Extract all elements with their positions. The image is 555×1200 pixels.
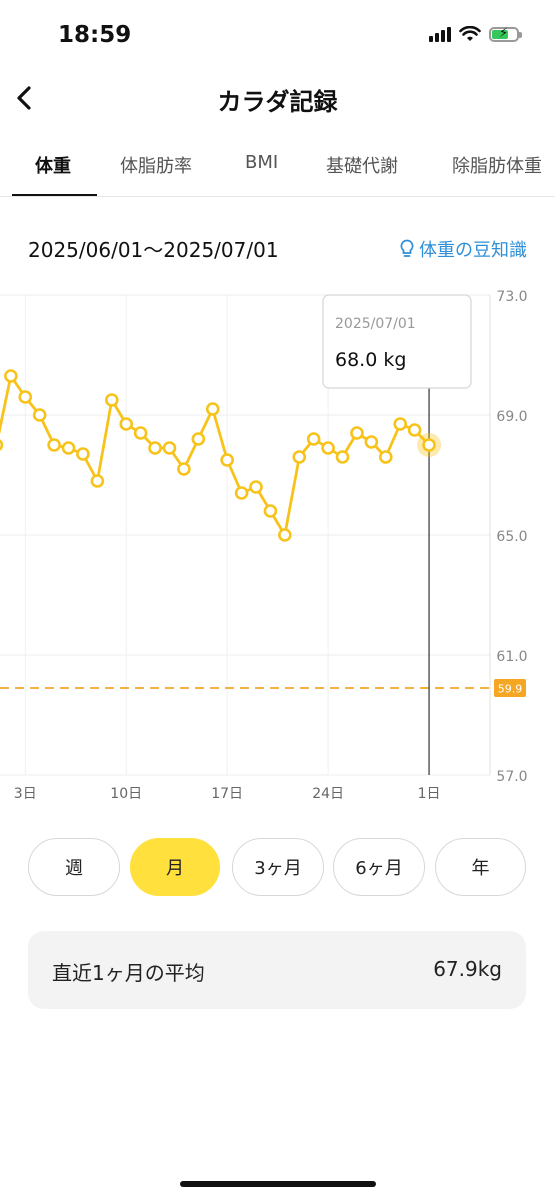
data-point xyxy=(292,450,307,464)
target-badge xyxy=(494,679,526,697)
tooltip-date: 2025/07/01 xyxy=(335,316,416,332)
data-point xyxy=(177,462,191,476)
weight-chart[interactable]: 73.0 69.0 65.0 61.0 57.0 3日 10日 17日 24日 1日 59.9 202… xyxy=(0,285,555,810)
data-point xyxy=(162,441,177,455)
date-range: 2025/06/01〜2025/07/01 xyxy=(28,238,279,262)
y-tick-label: 57.0 xyxy=(496,769,527,785)
data-point xyxy=(205,402,220,416)
data-point xyxy=(32,408,47,422)
weight-tips-link[interactable]: 体重の豆知識 xyxy=(399,236,527,262)
data-point xyxy=(0,439,4,451)
y-tick-label: 73.0 xyxy=(496,289,527,305)
data-point xyxy=(335,450,350,464)
data-point xyxy=(378,450,393,464)
tab-bmi[interactable]: BMI xyxy=(245,152,279,173)
data-point xyxy=(47,438,61,452)
tab-bar: 体重 体脂肪率 BMI 基礎代謝 除脂肪体重 xyxy=(0,140,555,196)
tab-body-fat[interactable]: 体脂肪率 xyxy=(120,156,192,177)
back-button[interactable] xyxy=(8,80,48,120)
data-point xyxy=(104,393,119,407)
chevron-left-icon xyxy=(17,86,31,110)
tab-basal-metabolism[interactable]: 基礎代謝 xyxy=(326,156,398,177)
data-point xyxy=(18,390,33,404)
period-6months-button[interactable]: 6ヶ月 xyxy=(333,838,425,896)
weight-tips-label: 体重の豆知識 xyxy=(419,240,527,261)
tooltip-box xyxy=(322,294,472,389)
target-value-label: 59.9 xyxy=(498,683,523,696)
average-value: 67.9kg xyxy=(433,957,502,981)
lightbulb-icon xyxy=(400,239,414,257)
signal-icon xyxy=(429,26,451,42)
y-tick-label: 69.0 xyxy=(496,409,527,425)
y-tick-label: 65.0 xyxy=(496,529,527,545)
data-point xyxy=(148,441,162,455)
tab-weight[interactable]: 体重 xyxy=(35,156,71,177)
tooltip-value: 68.0 kg xyxy=(335,349,406,371)
data-point xyxy=(119,417,134,431)
data-point xyxy=(321,441,335,455)
x-tick-label: 3日 xyxy=(14,786,37,802)
data-point xyxy=(407,423,422,437)
data-point xyxy=(278,528,292,542)
home-indicator xyxy=(180,1181,376,1187)
y-tick-label: 61.0 xyxy=(496,649,527,665)
period-year-button[interactable]: 年 xyxy=(435,838,526,896)
x-tick-label: 1日 xyxy=(418,786,441,802)
x-tick-label: 10日 xyxy=(110,786,142,802)
tabs-divider xyxy=(0,196,555,197)
data-point xyxy=(61,441,76,455)
data-point xyxy=(249,480,263,494)
data-point xyxy=(234,486,249,500)
weight-series-line xyxy=(0,374,431,537)
page-title: カラダ記録 xyxy=(217,88,338,116)
data-point xyxy=(220,453,234,467)
status-icons: ⚡ xyxy=(429,26,522,42)
tab-lean-body-mass[interactable]: 除脂肪体重 xyxy=(452,156,542,177)
data-point xyxy=(422,438,436,452)
x-tick-label: 24日 xyxy=(312,786,344,802)
period-3months-button[interactable]: 3ヶ月 xyxy=(232,838,324,896)
average-card: 直近1ヶ月の平均 67.9kg xyxy=(28,931,526,1009)
data-point xyxy=(263,504,278,518)
data-point xyxy=(4,369,18,383)
data-point xyxy=(364,435,379,449)
data-point xyxy=(76,447,90,461)
status-time: 18:59 xyxy=(58,22,132,48)
data-point xyxy=(191,432,206,446)
data-point xyxy=(350,426,364,440)
data-point xyxy=(393,417,408,431)
active-tab-indicator xyxy=(12,194,97,196)
data-point xyxy=(90,474,105,488)
period-month-button[interactable]: 月 xyxy=(130,838,220,896)
period-week-button[interactable]: 週 xyxy=(28,838,120,896)
x-tick-label: 17日 xyxy=(211,786,243,802)
battery-icon: ⚡ xyxy=(489,26,522,42)
wifi-icon xyxy=(459,26,481,41)
data-point xyxy=(306,432,321,446)
data-point xyxy=(133,426,148,440)
average-label: 直近1ヶ月の平均 xyxy=(52,961,205,985)
